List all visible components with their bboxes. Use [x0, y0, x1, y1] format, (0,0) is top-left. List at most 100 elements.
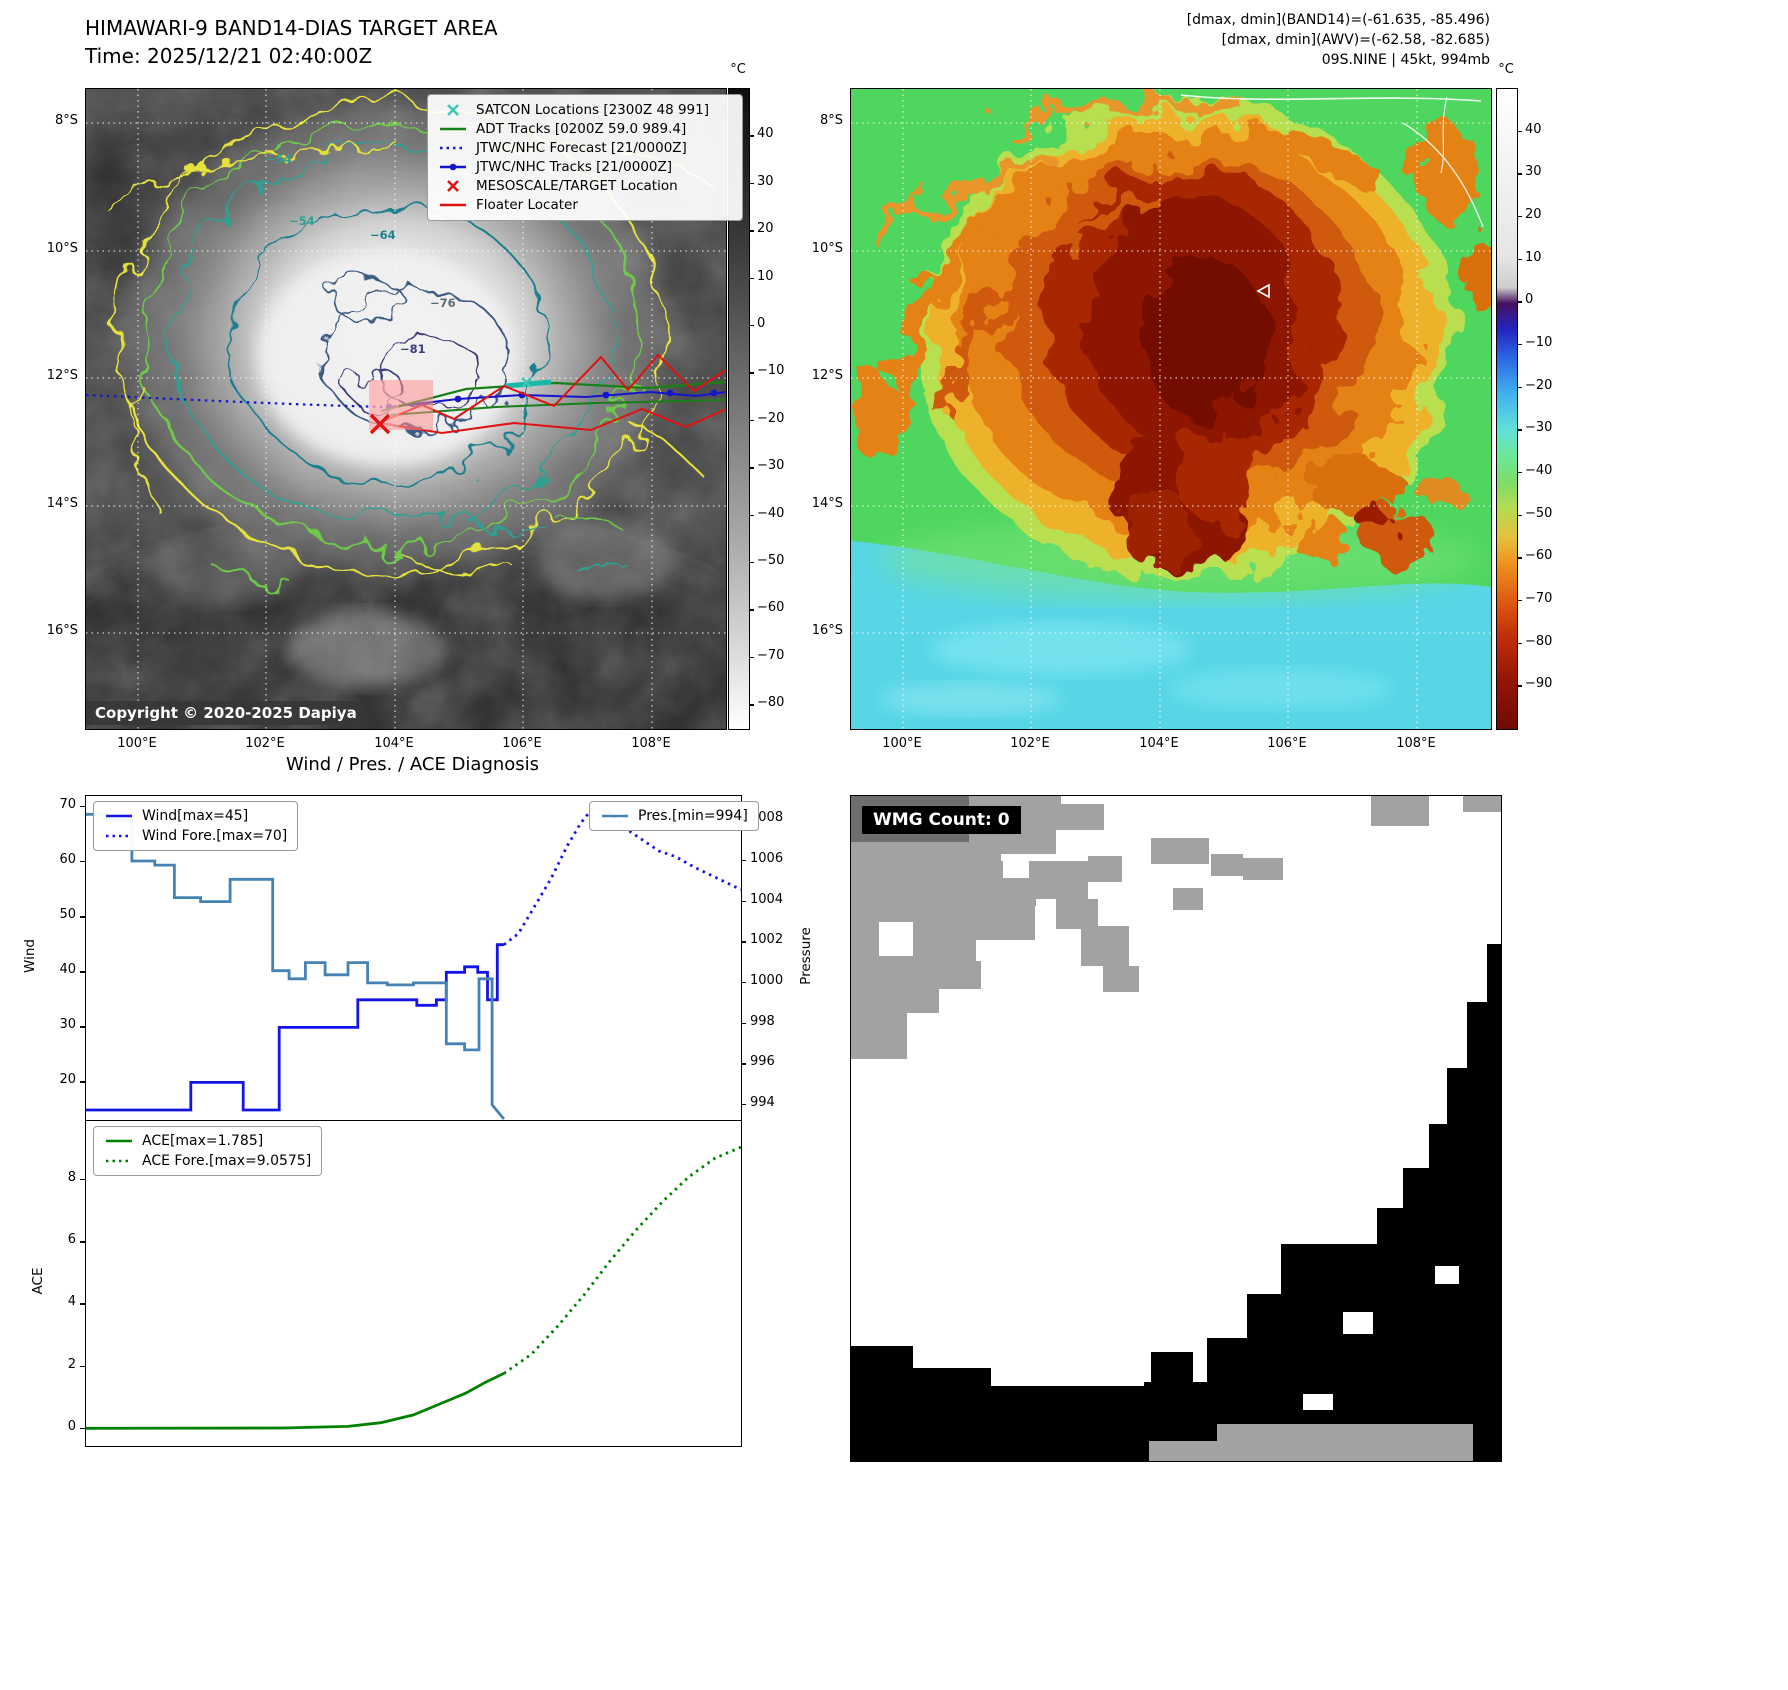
legend-x-icon	[447, 104, 459, 116]
colorbar-tick-label: −50	[757, 553, 785, 569]
lat-tick-label: 16°S	[46, 623, 78, 638]
grid-lines	[851, 89, 1491, 729]
lat-tick-label: 12°S	[811, 368, 843, 383]
y-tick-mark	[741, 900, 746, 903]
wmg-gray-block	[1081, 926, 1129, 966]
wmg-gray-block	[1173, 888, 1203, 910]
lat-tick-label: 14°S	[811, 496, 843, 511]
colorbar-tick-label: 0	[757, 316, 766, 332]
lon-tick-label: 106°E	[1267, 736, 1307, 751]
awv-header-line-3: 09S.NINE | 45kt, 994mb	[1321, 52, 1490, 68]
awv-colorbar	[1496, 88, 1518, 730]
legend-row: ACE Fore.[max=9.0575]	[104, 1153, 311, 1169]
lat-tick-label: 16°S	[811, 623, 843, 638]
legend-row: Floater Locater	[438, 197, 732, 213]
colorbar-tick-label: −60	[1525, 548, 1553, 564]
wmg-gray-block	[1103, 966, 1139, 992]
colorbar-tick-mark	[749, 372, 754, 374]
y-tick-mark	[80, 1365, 85, 1368]
legend-label: ADT Tracks [0200Z 59.0 989.4]	[476, 121, 687, 137]
lat-tick-label: 14°S	[46, 496, 78, 511]
series-ACE[max=1.785]	[86, 1372, 505, 1430]
y-tick-mark	[80, 1427, 85, 1430]
legend-label: Pres.[min=994]	[638, 808, 748, 824]
legend-row: SATCON Locations [2300Z 48 991]	[438, 102, 732, 118]
y-tick-label: 20	[59, 1072, 76, 1088]
legend-row: JTWC/NHC Tracks [21/0000Z]	[438, 159, 732, 175]
legend-dotted-icon	[106, 834, 132, 838]
colorbar-tick-label: −70	[1525, 591, 1553, 606]
wmg-gray-block	[1056, 804, 1104, 830]
legend-row: Wind[max=45]	[104, 808, 287, 824]
legend-label: Floater Locater	[476, 197, 578, 213]
contour-label: −76	[430, 296, 456, 310]
colorbar-tick-label: −20	[1525, 377, 1553, 393]
legend-label: JTWC/NHC Tracks [21/0000Z]	[476, 159, 673, 175]
colorbar-tick-label: 30	[1525, 164, 1542, 180]
legend-row: ACE[max=1.785]	[104, 1133, 311, 1149]
colorbar-tick-label: −70	[757, 647, 785, 663]
lat-tick-label: 8°S	[819, 113, 843, 128]
legend-label: SATCON Locations [2300Z 48 991]	[476, 102, 709, 118]
wmg-black-block	[1207, 1338, 1501, 1382]
wmg-gray-block	[1211, 854, 1243, 876]
colorbar-tick-mark	[749, 704, 754, 706]
y-tick-mark	[80, 916, 85, 918]
x-glyph	[447, 180, 459, 192]
colorbar-tick-mark	[1517, 344, 1522, 346]
coastline	[1402, 122, 1484, 228]
colorbar-tick-mark	[749, 467, 754, 469]
band14-contours	[117, 97, 665, 571]
colorbar-tick-label: 20	[757, 221, 774, 237]
colorbar-tick-mark	[1517, 514, 1522, 516]
colorbar-tick-mark	[1517, 173, 1522, 175]
colorbar-tick-mark	[1517, 429, 1522, 431]
coastline	[1180, 94, 1482, 102]
wmg-map	[850, 795, 1502, 1462]
colorbar-tick-mark	[749, 277, 754, 279]
wmg-gray-block	[939, 961, 981, 989]
jtwc-forecast-track	[86, 393, 390, 409]
y-tick-label: 1000	[750, 972, 784, 988]
colorbar-tick-mark	[1517, 386, 1522, 388]
colorbar-tick-mark	[749, 325, 754, 327]
colorbar-tick-label: −60	[757, 600, 785, 616]
y-tick-mark	[741, 1063, 746, 1065]
y-tick-label: 30	[59, 1017, 76, 1033]
y-tick-label: 1002	[750, 932, 784, 948]
y-tick-mark	[80, 1179, 85, 1181]
y-tick-label: 40	[59, 962, 76, 978]
wmg-black-block	[1447, 1068, 1501, 1124]
lat-tick-label: 10°S	[46, 241, 78, 256]
colorbar-tick-mark	[749, 419, 754, 422]
wmg-gray-block	[1056, 899, 1098, 929]
colorbar-tick-label: 20	[1525, 207, 1542, 222]
colorbar-tick-label: −20	[757, 410, 785, 426]
wmg-black-block	[1247, 1294, 1501, 1338]
lat-tick-label: 12°S	[46, 368, 78, 383]
wmg-black-block	[1281, 1244, 1501, 1294]
lon-tick-label: 100°E	[882, 736, 922, 751]
wmg-black-block	[1467, 1002, 1501, 1068]
wmg-gray-block	[851, 906, 976, 961]
legend-row: MESOSCALE/TARGET Location	[438, 178, 732, 194]
wmg-black-block	[1403, 1168, 1501, 1208]
colorbar-tick-label: −30	[1525, 420, 1553, 436]
contour-label: −54	[289, 214, 315, 228]
awv-header: [dmax, dmin](BAND14)=(-61.635, -85.496) …	[1187, 10, 1490, 70]
contour-label: −64	[370, 228, 396, 242]
colorbar-tick-mark	[1517, 258, 1522, 260]
lon-tick-label: 100°E	[117, 736, 157, 751]
colorbar-tick-mark	[1517, 685, 1522, 687]
y-tick-mark	[80, 1026, 85, 1028]
floater-track-2	[378, 407, 726, 435]
band14-title: HIMAWARI-9 BAND14-DIAS TARGET AREA	[85, 16, 498, 40]
wmg-gray-block	[1149, 1441, 1219, 1461]
colorbar-tick-label: −30	[757, 458, 785, 474]
legend-line-icon	[440, 127, 466, 131]
y-tick-mark	[80, 971, 85, 973]
colorbar-tick-label: 40	[1525, 121, 1542, 137]
lon-tick-label: 102°E	[245, 736, 285, 751]
wmg-gray-block	[1217, 1424, 1473, 1461]
coastline	[1440, 96, 1448, 174]
